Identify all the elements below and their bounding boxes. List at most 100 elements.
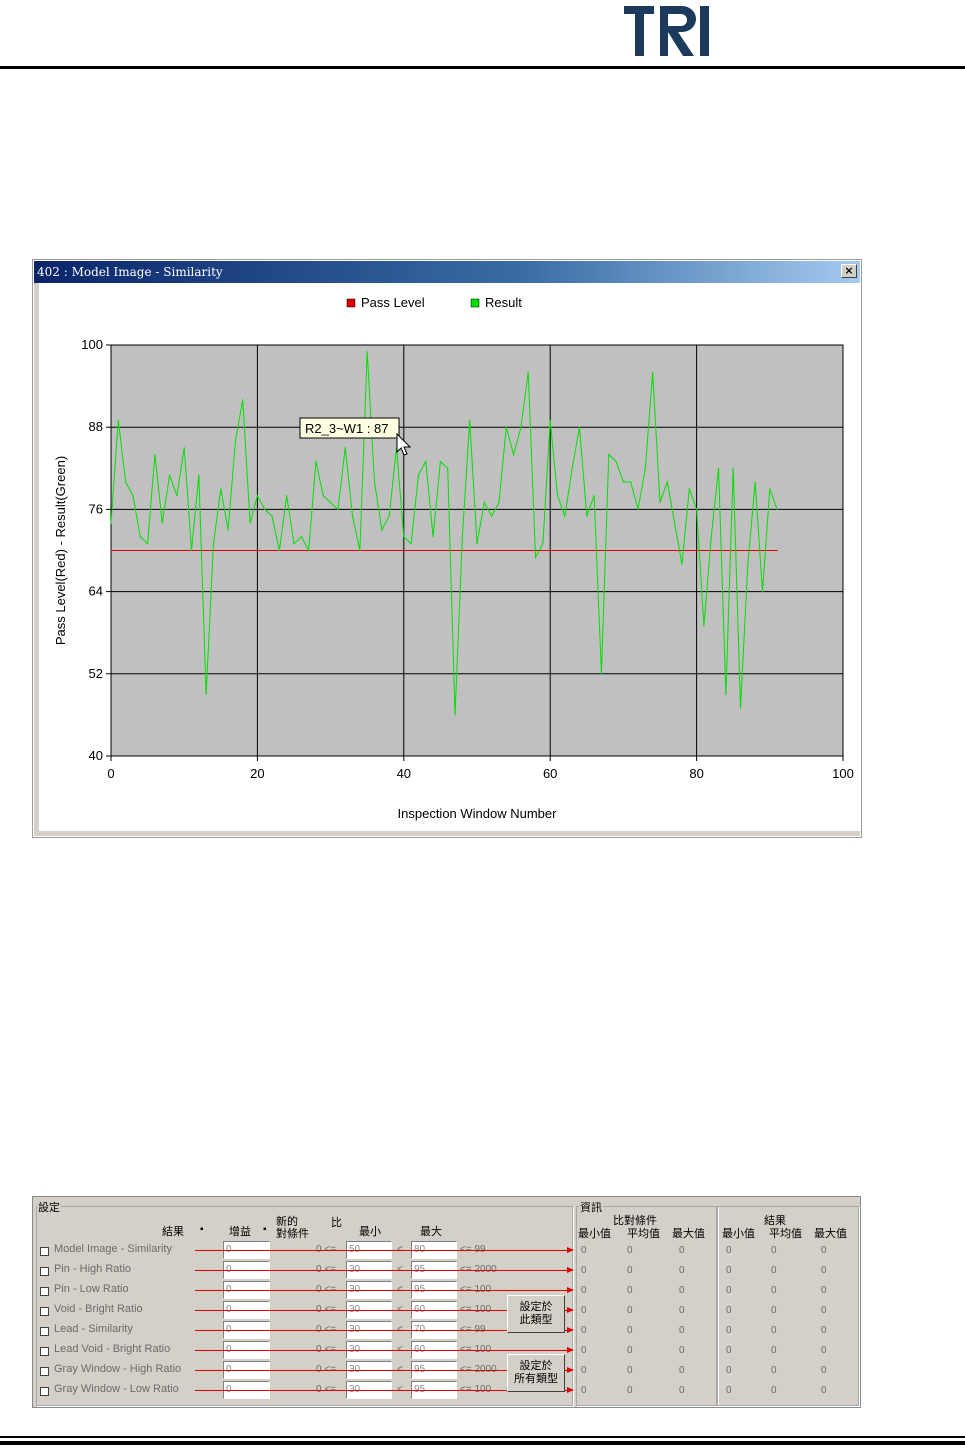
- chart-window-titlebar[interactable]: 402 : Model Image - Similarity: [34, 261, 860, 283]
- result-point: [373, 481, 376, 483]
- close-button[interactable]: ×: [841, 264, 857, 278]
- result-point: [520, 426, 522, 428]
- result-point: [388, 515, 390, 517]
- row-checkbox[interactable]: [40, 1327, 49, 1336]
- gain-value: 0: [226, 1364, 232, 1375]
- header-dot: ▪: [263, 1224, 267, 1235]
- result-point: [549, 419, 551, 421]
- stat-value: 0: [679, 1345, 685, 1356]
- stat-value: 0: [726, 1285, 732, 1296]
- result-point: [542, 543, 544, 545]
- result-point: [117, 419, 119, 421]
- row-arrow-head: [567, 1247, 574, 1253]
- gain-value: 0: [226, 1284, 232, 1295]
- result-point: [337, 508, 339, 510]
- similarity-chart: 0 20 40 60 80 100 40 52 64 76 88 100 Inspection Wind…: [53, 295, 854, 821]
- col-avg: 平均值: [769, 1228, 802, 1240]
- gain-value: 0: [226, 1244, 232, 1255]
- col-max: 最大值: [672, 1228, 705, 1240]
- result-point: [271, 515, 273, 517]
- result-point: [168, 474, 171, 476]
- y-tick-label: 52: [89, 666, 103, 681]
- result-point: [469, 419, 471, 421]
- result-point: [403, 536, 405, 538]
- result-point: [681, 563, 683, 565]
- result-point: [198, 474, 200, 476]
- result-point: [747, 563, 749, 565]
- info-title: 資訊: [579, 1199, 603, 1215]
- result-point: [717, 467, 720, 469]
- result-point: [227, 529, 229, 531]
- set-all-types-button[interactable]: 設定於 所有類型: [507, 1354, 565, 1392]
- row-label: Void - Bright Ratio: [54, 1303, 143, 1315]
- data-tooltip: [299, 417, 400, 439]
- max-value: 80: [414, 1244, 425, 1255]
- bound-lower: 0 <=: [316, 1304, 336, 1315]
- stat-value: 0: [679, 1305, 685, 1316]
- result-point: [154, 454, 156, 456]
- bound-lower: 0 <=: [316, 1344, 336, 1355]
- result-point: [176, 495, 178, 497]
- gain-value: 0: [226, 1264, 232, 1275]
- row-checkbox[interactable]: [40, 1387, 49, 1396]
- bound-lower: 0 <=: [316, 1324, 336, 1335]
- min-value: 30: [349, 1384, 360, 1395]
- max-value: 70: [414, 1324, 425, 1335]
- row-arrow-line: [195, 1250, 567, 1251]
- result-point: [132, 495, 134, 497]
- row-checkbox[interactable]: [40, 1267, 49, 1276]
- stat-value: 0: [771, 1285, 777, 1296]
- result-point: [264, 508, 266, 510]
- result-point: [593, 495, 595, 497]
- bound-lower: 0 <=: [316, 1284, 336, 1295]
- stat-value: 0: [679, 1385, 685, 1396]
- result-point: [703, 625, 705, 627]
- stat-value: 0: [627, 1305, 633, 1316]
- result-point: [139, 536, 141, 538]
- max-value: 95: [414, 1364, 425, 1375]
- pass-level-point: [110, 549, 112, 552]
- stat-value: 0: [726, 1345, 732, 1356]
- result-point: [417, 474, 420, 476]
- lt-sign: <: [397, 1264, 403, 1275]
- row-checkbox[interactable]: [40, 1247, 49, 1256]
- result-point: [505, 426, 507, 428]
- stat-value: 0: [581, 1385, 587, 1396]
- stat-value: 0: [771, 1365, 777, 1376]
- result-point: [190, 549, 193, 552]
- result-point: [308, 549, 310, 552]
- row-checkbox[interactable]: [40, 1287, 49, 1296]
- y-tick-label: 64: [89, 584, 103, 599]
- stat-value: 0: [581, 1325, 587, 1336]
- row-checkbox[interactable]: [40, 1307, 49, 1316]
- row-arrow-line: [195, 1350, 567, 1351]
- result-point: [447, 467, 449, 469]
- set-this-type-button[interactable]: 設定於 此類型: [507, 1295, 565, 1333]
- y-tick-label: 88: [89, 419, 103, 434]
- result-point: [461, 536, 463, 538]
- x-tick-label: 80: [689, 766, 703, 781]
- result-point: [205, 693, 207, 695]
- row-arrow-head: [567, 1287, 574, 1293]
- result-point: [147, 543, 149, 545]
- bound-upper: <= 99: [460, 1324, 486, 1335]
- header-result: 結果: [162, 1226, 184, 1238]
- max-value: 60: [414, 1304, 425, 1315]
- row-checkbox[interactable]: [40, 1347, 49, 1356]
- stat-value: 0: [726, 1265, 732, 1276]
- lt-sign: <: [397, 1304, 403, 1315]
- bound-upper: <= 2000: [460, 1364, 497, 1375]
- row-arrow-head: [567, 1307, 574, 1313]
- min-value: 30: [349, 1344, 360, 1355]
- gain-value: 0: [226, 1324, 232, 1335]
- result-point: [608, 454, 610, 456]
- max-value: 95: [414, 1264, 425, 1275]
- stat-value: 0: [581, 1265, 587, 1276]
- row-checkbox[interactable]: [40, 1367, 49, 1376]
- stat-value: 0: [771, 1325, 777, 1336]
- stat-value: 0: [821, 1365, 827, 1376]
- x-tick-label: 0: [107, 766, 114, 781]
- x-tick-label: 20: [250, 766, 264, 781]
- gain-value: 0: [226, 1304, 232, 1315]
- result-point: [183, 447, 185, 449]
